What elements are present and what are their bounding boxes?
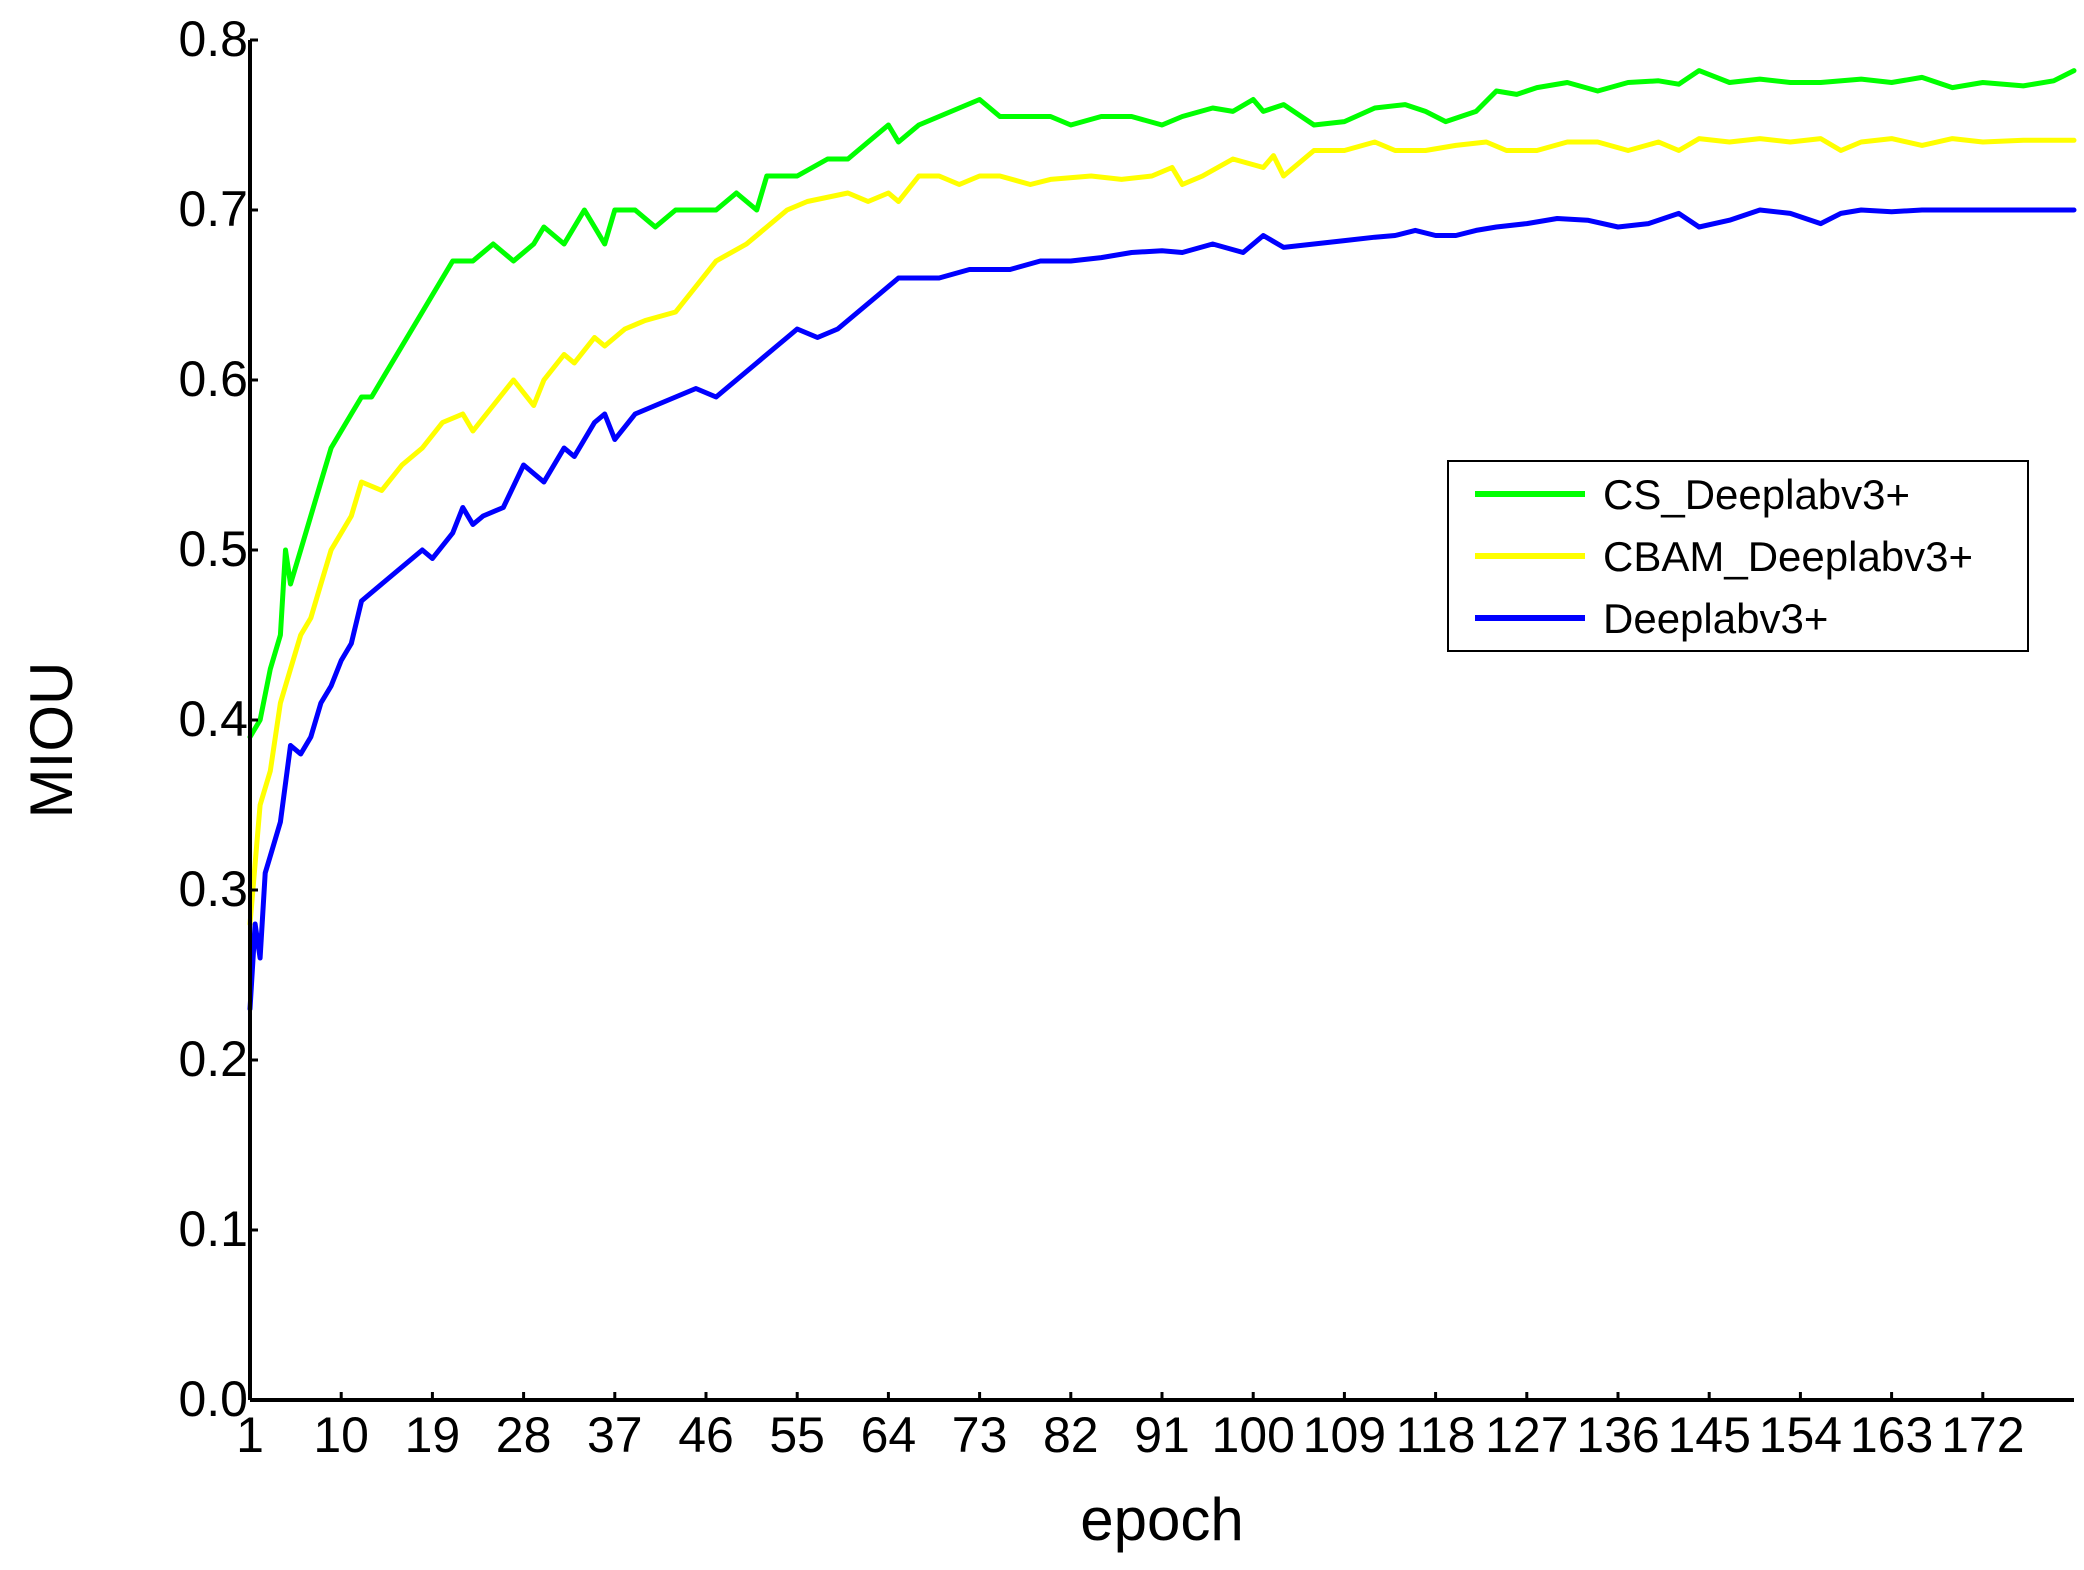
x-tick-label: 37 xyxy=(587,1407,643,1463)
plot-area xyxy=(247,68,2077,1012)
x-tick-label: 1 xyxy=(236,1407,264,1463)
y-tick-label: 0.5 xyxy=(178,521,248,577)
x-tick-label: 163 xyxy=(1850,1407,1933,1463)
x-tick-label: 19 xyxy=(405,1407,461,1463)
x-tick-label: 46 xyxy=(678,1407,734,1463)
x-tick-label: 73 xyxy=(952,1407,1008,1463)
y-tick-label: 0.8 xyxy=(178,11,248,67)
x-tick-label: 55 xyxy=(769,1407,825,1463)
y-tick-label: 0.7 xyxy=(178,181,248,237)
y-axis-title: MIOU xyxy=(18,662,85,819)
x-axis-title: epoch xyxy=(1080,1486,1243,1553)
y-tick-label: 0.2 xyxy=(178,1031,248,1087)
legend-label: Deeplabv3+ xyxy=(1603,595,1828,642)
x-tick-label: 145 xyxy=(1667,1407,1750,1463)
legend: CS_Deeplabv3+ CBAM_Deeplabv3+ Deeplabv3+ xyxy=(1447,460,2029,652)
series-line-Deeplabv3+ xyxy=(247,207,2077,1012)
x-tick-label: 154 xyxy=(1759,1407,1842,1463)
x-axis-ticks: 1 10 19 28 37 46 55 64 73 82 91 100 109 118 127 136 145 1… xyxy=(236,1392,2025,1463)
x-tick-label: 28 xyxy=(496,1407,552,1463)
series-line-CBAM_Deeplabv3+ xyxy=(247,136,2077,927)
legend-items: CS_Deeplabv3+ CBAM_Deeplabv3+ Deeplabv3+ xyxy=(1475,471,1973,642)
x-tick-label: 91 xyxy=(1134,1407,1190,1463)
y-tick-label: 0.1 xyxy=(178,1201,248,1257)
y-tick-label: 0.6 xyxy=(178,351,248,407)
y-tick-label: 0.0 xyxy=(178,1371,248,1427)
y-tick-label: 0.4 xyxy=(178,691,248,747)
x-tick-label: 10 xyxy=(313,1407,369,1463)
x-tick-label: 64 xyxy=(861,1407,917,1463)
y-tick-label: 0.3 xyxy=(178,861,248,917)
x-tick-label: 82 xyxy=(1043,1407,1099,1463)
series-line-CS_Deeplabv3+ xyxy=(247,68,2077,740)
legend-label: CBAM_Deeplabv3+ xyxy=(1603,533,1973,580)
x-tick-label: 127 xyxy=(1485,1407,1568,1463)
x-tick-label: 109 xyxy=(1303,1407,1386,1463)
y-axis-ticks: 0.0 0.1 0.2 0.3 0.4 0.5 0.6 0.7 0.8 xyxy=(178,11,258,1427)
x-tick-label: 172 xyxy=(1941,1407,2024,1463)
x-tick-label: 118 xyxy=(1396,1407,1476,1463)
x-tick-label: 136 xyxy=(1576,1407,1659,1463)
axes: 0.0 0.1 0.2 0.3 0.4 0.5 0.6 0.7 0.8 1 10 19 28 37 46 5… xyxy=(178,11,2074,1463)
legend-label: CS_Deeplabv3+ xyxy=(1603,471,1910,518)
x-tick-label: 100 xyxy=(1211,1407,1294,1463)
